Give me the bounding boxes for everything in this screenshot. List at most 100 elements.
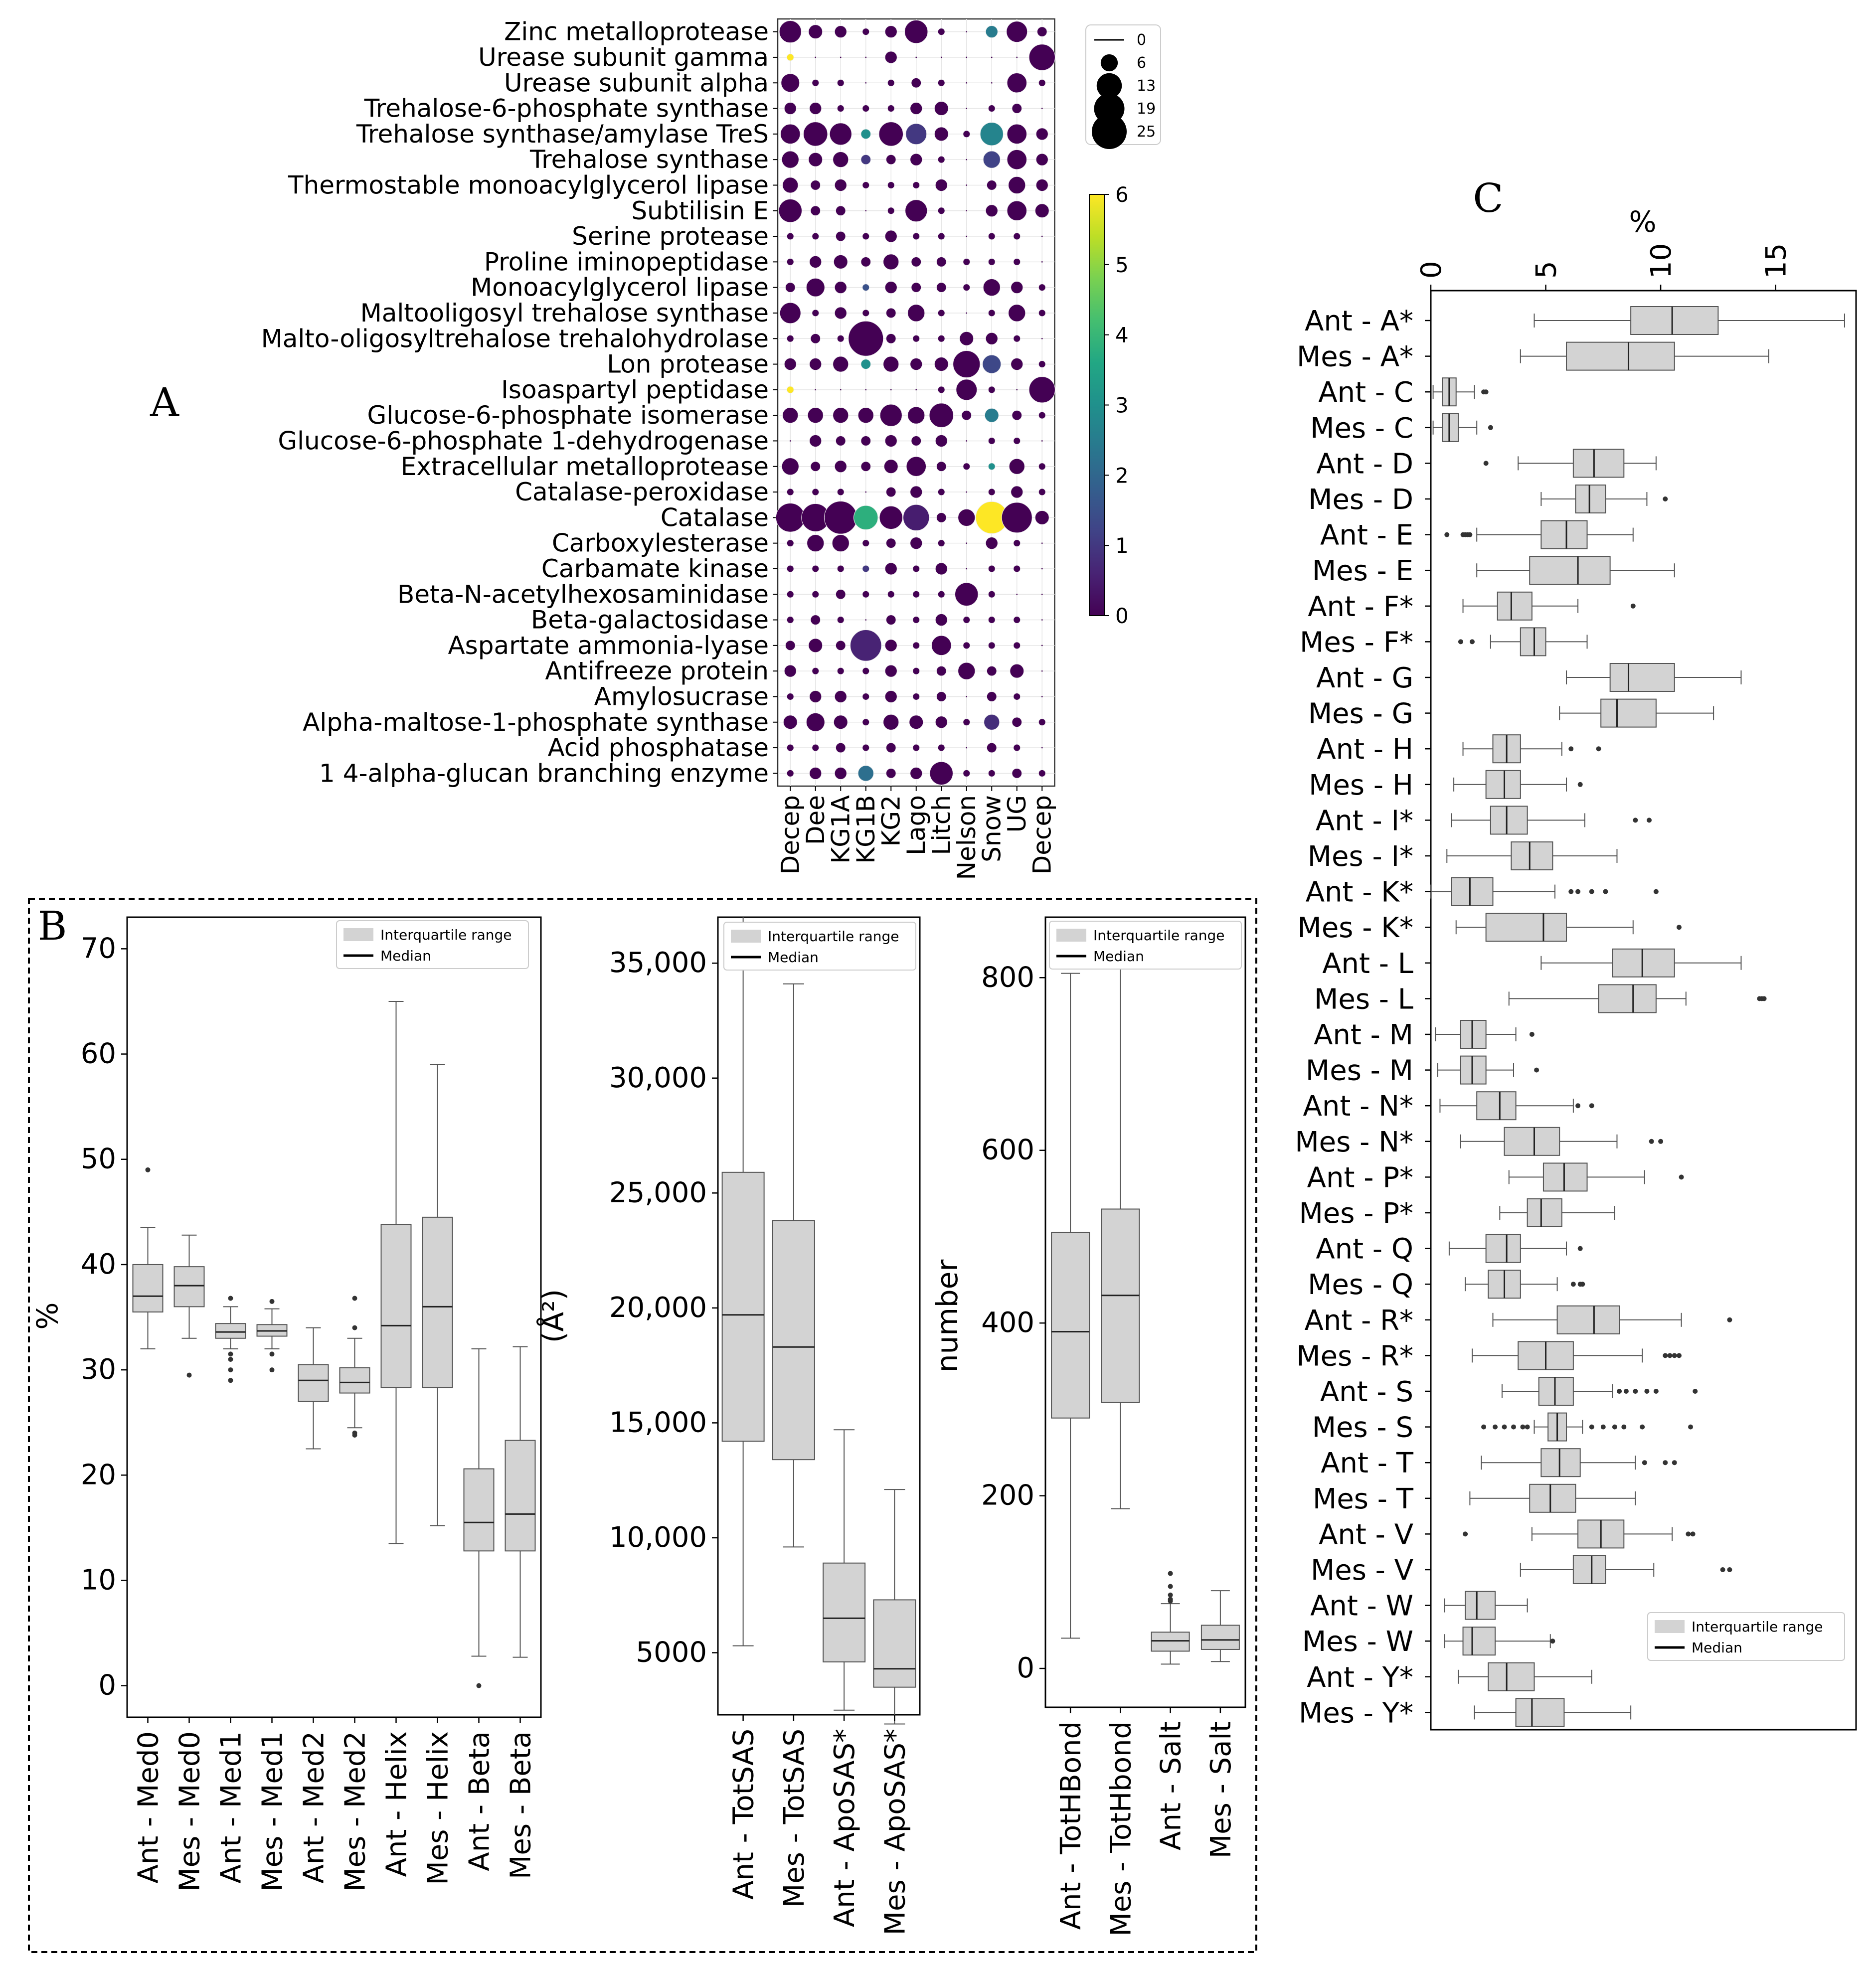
boxplot-box: [1462, 1627, 1496, 1656]
boxplot-ytick-label: 10: [81, 1564, 116, 1596]
boxplot-flier: [1577, 1246, 1583, 1251]
dotplot-dot: [887, 105, 895, 113]
dotplot-dot: [912, 334, 920, 342]
dotplot-dot: [786, 258, 794, 266]
dotplot-dot: [779, 302, 801, 324]
boxplot-xtick-label: Mes - TotSAS: [778, 1729, 811, 1908]
panel-label-c: C: [1473, 175, 1503, 221]
dotplot-dot: [1007, 72, 1027, 93]
dotplot-dot: [781, 458, 799, 476]
dotplot-dot: [965, 235, 968, 238]
dotplot-dot: [1040, 542, 1043, 544]
boxplot-ytick-label: Ant - E: [1320, 519, 1413, 552]
dotplot-dot: [1009, 458, 1025, 475]
dotplot-dot: [885, 538, 896, 549]
dotplot-ytick-label: Glucose-6-phosphate isomerase: [367, 401, 769, 430]
dotplot-dot: [781, 73, 800, 93]
dotplot-dot: [884, 690, 897, 703]
boxplot-legend-frame: [723, 922, 916, 971]
boxplot-xlabel: %: [1629, 205, 1656, 239]
legend-iqr-swatch: [1655, 1620, 1685, 1633]
dotplot-dot: [879, 505, 903, 530]
dotplot-dot: [814, 56, 817, 59]
dotplot-ytick-label: Carboxylesterase: [552, 529, 769, 558]
dotplot-xtick-label: Lago: [902, 795, 931, 855]
dotplot-dot: [984, 714, 1000, 730]
dotplot-dot: [963, 258, 971, 266]
dotplot-dot: [912, 232, 920, 240]
dotplot-dot: [958, 662, 976, 680]
boxplot-flier: [1621, 1424, 1627, 1430]
dotplot-dot: [965, 567, 968, 570]
boxplot-ytick-label: Mes - Q: [1308, 1269, 1413, 1301]
legend-iqr-label: Interquartile range: [1093, 927, 1225, 944]
boxplot-ytick-label: Ant - W: [1310, 1590, 1413, 1623]
boxplot-xtick-label: Ant - Salt: [1155, 1721, 1188, 1850]
boxplot-box: [1504, 1127, 1560, 1156]
colorbar-tick-label: 4: [1115, 323, 1129, 347]
boxplot-ytick-label: Mes - P*: [1299, 1197, 1413, 1230]
dotplot-dot: [935, 613, 948, 627]
dotplot-dot: [824, 501, 857, 534]
boxplot-flier: [1444, 532, 1450, 537]
boxplot-flier: [1488, 425, 1493, 430]
dotplot-dot: [1013, 616, 1021, 624]
boxplot-ytick-label: Mes - S: [1312, 1412, 1413, 1444]
dotplot-dot: [884, 230, 897, 243]
dotplot-dot: [834, 767, 847, 780]
size-legend-marker: [1100, 54, 1118, 72]
dotplot-dot: [965, 81, 968, 84]
dotplot-dot: [786, 565, 794, 573]
dotplot-dot: [834, 281, 847, 294]
dotplot-dot: [929, 761, 953, 786]
dotplot-dot: [1038, 769, 1046, 777]
dotplot-dot: [904, 19, 928, 44]
boxplot-flier: [1603, 889, 1608, 894]
dotplot-dot: [988, 232, 996, 240]
boxplot-box: [298, 1364, 329, 1402]
boxplot-bond-counts: 0 200 400 600 800 Ant - TotHBond Mes - TotHbon…: [930, 916, 1246, 1937]
dotplot-dot: [1040, 644, 1043, 647]
dotplot-dot: [986, 691, 997, 702]
boxplot-flier: [228, 1367, 233, 1373]
boxplot-box: [1515, 1698, 1565, 1727]
dotplot-dot: [833, 254, 848, 269]
dotplot-dot: [905, 199, 928, 222]
dotplot-dot: [862, 28, 870, 36]
dotplot-dot: [935, 562, 948, 575]
boxplot-box: [1529, 556, 1611, 585]
boxplot-box: [1101, 1208, 1140, 1403]
boxplot-flier: [1686, 1531, 1691, 1537]
dotplot-dot: [963, 463, 971, 471]
dotplot-dot: [934, 101, 949, 116]
dotplot-dot: [929, 403, 954, 428]
boxplot-flier: [228, 1296, 233, 1301]
boxplot-flier: [145, 1167, 151, 1172]
panel-b-frame: [28, 898, 1257, 1953]
dotplot-dot: [878, 122, 903, 147]
dotplot-dot: [1013, 334, 1021, 342]
boxplot-xtick-label: Ant - Med1: [215, 1731, 248, 1884]
dotplot-dot: [835, 640, 846, 651]
boxplot-flier: [1693, 1389, 1698, 1394]
boxplot-ytick-label: Ant - S: [1320, 1376, 1413, 1408]
dotplot-dot: [983, 151, 1001, 168]
dotplot-dot: [860, 461, 871, 472]
dotplot-dot: [809, 434, 822, 448]
dotplot-dot: [1016, 56, 1019, 59]
dotplot-dot: [936, 691, 947, 702]
dotplot-dot: [935, 178, 948, 192]
dotplot-dot: [937, 590, 945, 598]
dotplot-dot: [862, 105, 870, 113]
boxplot-flier: [269, 1299, 275, 1304]
size-legend-label: 25: [1137, 123, 1156, 141]
dotplot-dot: [884, 664, 897, 677]
dotplot-dot: [912, 642, 920, 650]
dotplot-dot: [862, 590, 870, 598]
dotplot-dot: [784, 102, 797, 115]
boxplot-flier: [1525, 1424, 1530, 1430]
dotplot-dot: [862, 309, 870, 317]
dotplot-dot: [984, 408, 999, 423]
dotplot-dot: [934, 357, 949, 372]
